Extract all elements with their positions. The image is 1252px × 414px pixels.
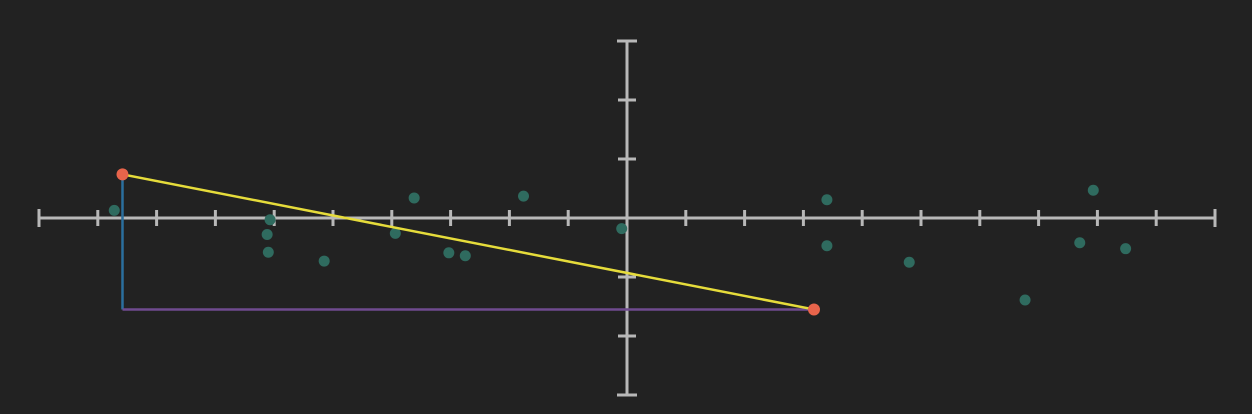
endpoint-dot <box>807 303 820 316</box>
scatter-point <box>903 256 915 268</box>
scatter-point <box>821 240 833 252</box>
fit-line-group <box>122 173 815 311</box>
scatter-point <box>616 223 628 235</box>
scatter-point <box>443 247 455 259</box>
endpoints <box>116 168 820 316</box>
scatter-point <box>518 190 530 202</box>
right-triangle-legs <box>121 174 814 311</box>
scatter-point <box>108 204 120 216</box>
scatter-point <box>389 227 401 239</box>
scatter-point <box>1019 294 1031 306</box>
axes <box>37 39 1217 397</box>
scatter-point <box>821 194 833 206</box>
scatter-point <box>264 214 276 226</box>
scatter-point <box>1087 184 1099 196</box>
scatter-point <box>262 246 274 258</box>
fit-line <box>122 173 815 311</box>
scatter-point <box>1120 243 1132 255</box>
scatter-point <box>408 192 420 204</box>
endpoint-dot <box>116 168 129 181</box>
scatter-point <box>261 229 273 241</box>
scatter-point <box>459 250 471 262</box>
scatter-point <box>1074 237 1086 249</box>
scatter-point <box>318 255 330 267</box>
scatter-points <box>108 184 1132 306</box>
